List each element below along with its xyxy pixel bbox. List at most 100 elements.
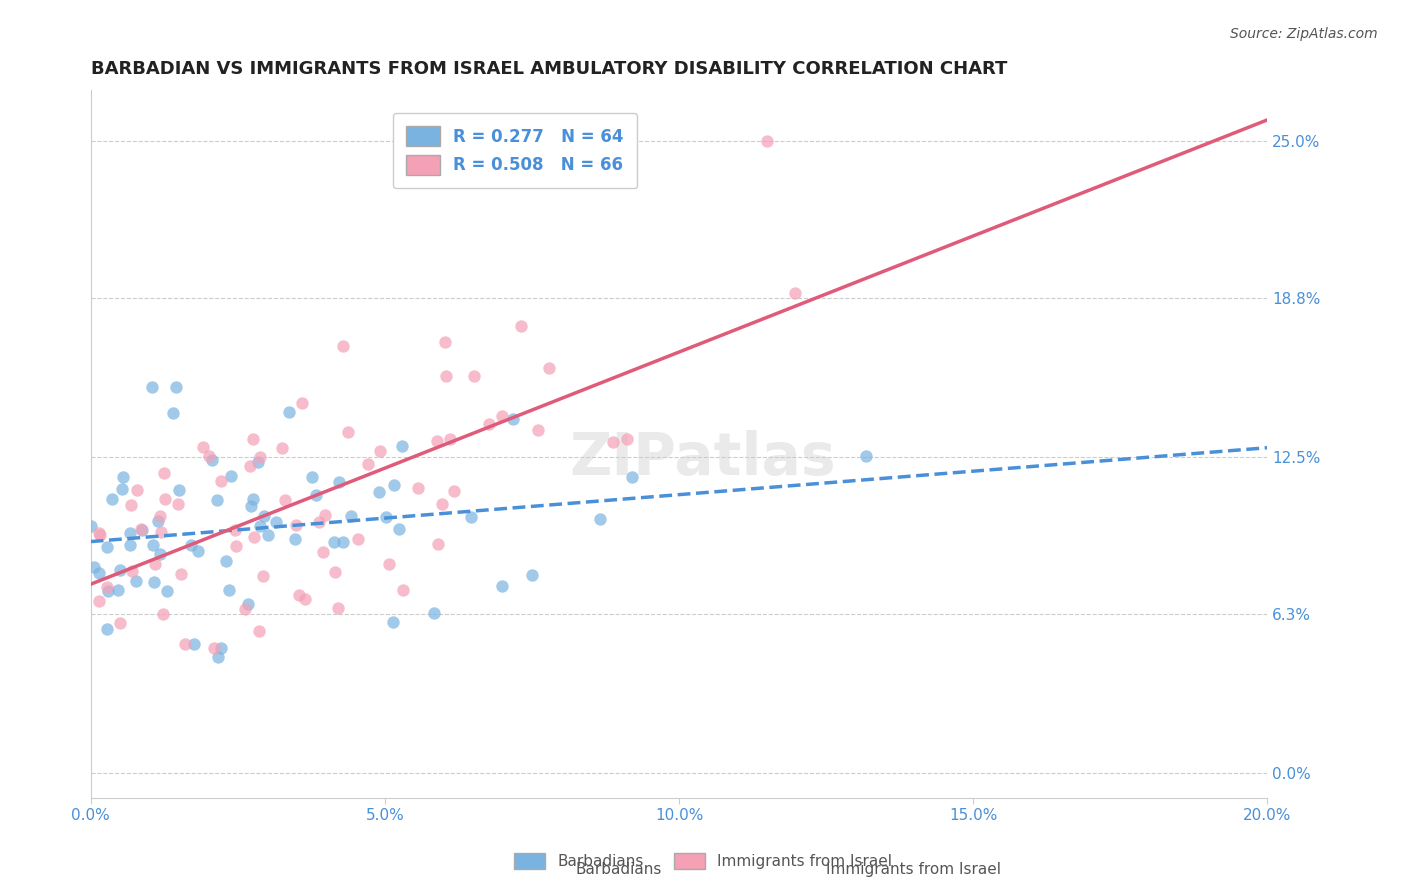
Point	[478, 417, 501, 432]
Point	[388, 522, 411, 536]
Point	[125, 483, 148, 497]
Point	[620, 470, 643, 484]
Point	[855, 449, 877, 463]
Point	[111, 483, 134, 497]
Point	[170, 566, 193, 581]
Text: Barbadians: Barbadians	[575, 863, 662, 877]
Point	[391, 582, 413, 597]
Point	[187, 544, 209, 558]
Point	[426, 434, 449, 448]
Point	[207, 492, 229, 507]
Point	[463, 368, 485, 383]
Point	[381, 615, 404, 629]
Point	[602, 435, 624, 450]
Point	[143, 557, 166, 571]
Point	[340, 508, 363, 523]
Point	[124, 574, 146, 589]
Point	[274, 493, 297, 508]
Point	[378, 557, 401, 571]
Point	[616, 433, 638, 447]
Point	[201, 452, 224, 467]
Point	[155, 492, 177, 507]
Point	[356, 457, 378, 471]
Point	[284, 532, 307, 546]
Point	[502, 412, 524, 426]
Point	[430, 497, 453, 511]
Point	[328, 475, 350, 490]
Point	[249, 450, 271, 464]
Point	[332, 535, 354, 549]
Point	[118, 538, 141, 552]
Point	[97, 583, 120, 598]
Point	[87, 566, 110, 581]
Point	[242, 491, 264, 506]
Point	[239, 458, 262, 473]
Point	[156, 583, 179, 598]
Point	[510, 318, 533, 333]
Point	[96, 622, 118, 636]
Point	[142, 538, 165, 552]
Point	[427, 536, 450, 550]
Point	[83, 559, 105, 574]
Point	[165, 380, 187, 394]
Point	[491, 409, 513, 424]
Point	[101, 491, 124, 506]
Point	[173, 637, 195, 651]
Point	[332, 339, 354, 353]
Text: BARBADIAN VS IMMIGRANTS FROM ISRAEL AMBULATORY DISABILITY CORRELATION CHART: BARBADIAN VS IMMIGRANTS FROM ISRAEL AMBU…	[90, 60, 1007, 78]
Point	[149, 547, 172, 561]
Point	[131, 522, 153, 536]
Point	[120, 498, 142, 512]
Point	[121, 564, 143, 578]
Point	[198, 449, 221, 463]
Point	[247, 624, 270, 638]
Point	[264, 516, 287, 530]
Point	[112, 470, 135, 484]
Point	[207, 650, 229, 665]
Point	[783, 286, 806, 301]
Point	[219, 468, 242, 483]
Point	[183, 637, 205, 651]
Point	[285, 517, 308, 532]
Text: Source: ZipAtlas.com: Source: ZipAtlas.com	[1230, 27, 1378, 41]
Point	[323, 534, 346, 549]
Point	[191, 440, 214, 454]
Point	[149, 524, 172, 539]
Point	[423, 607, 446, 621]
Legend: Barbadians, Immigrants from Israel: Barbadians, Immigrants from Israel	[508, 847, 898, 875]
Point	[291, 395, 314, 409]
Point	[162, 406, 184, 420]
Point	[288, 588, 311, 602]
Point	[384, 478, 406, 492]
Point	[118, 525, 141, 540]
Point	[589, 512, 612, 526]
Point	[308, 515, 330, 529]
Point	[277, 405, 299, 419]
Point	[370, 443, 392, 458]
Point	[252, 568, 274, 582]
Point	[538, 361, 561, 376]
Point	[209, 474, 232, 488]
Point	[233, 602, 256, 616]
Point	[107, 582, 129, 597]
Point	[167, 483, 190, 497]
Point	[301, 469, 323, 483]
Point	[347, 532, 370, 546]
Point	[108, 563, 131, 577]
Point	[246, 455, 269, 469]
Point	[149, 509, 172, 524]
Point	[328, 601, 350, 615]
Point	[209, 641, 232, 656]
Point	[202, 641, 225, 656]
Point	[257, 527, 280, 541]
Point	[526, 423, 548, 437]
Point	[368, 484, 391, 499]
Point	[225, 539, 247, 553]
Point	[443, 483, 465, 498]
Point	[391, 439, 413, 453]
Point	[141, 380, 163, 394]
Point	[756, 134, 779, 148]
Point	[314, 508, 336, 523]
Point	[167, 497, 190, 511]
Point	[243, 530, 266, 544]
